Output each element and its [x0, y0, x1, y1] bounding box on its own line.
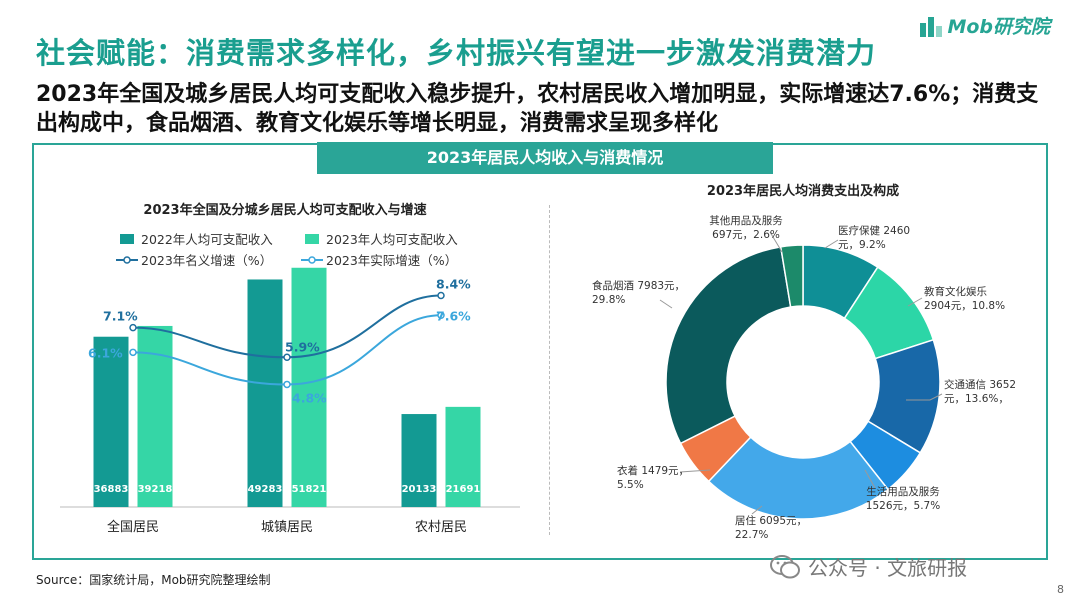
bar-chart-title: 2023年全国及分城乡居民人均可支配收入与增速: [143, 202, 426, 218]
line-point: [129, 323, 137, 332]
legend-marker: [308, 256, 316, 264]
bar: [291, 267, 327, 507]
wechat-watermark: 公众号 · 文旅研报: [770, 552, 967, 581]
slice-label: 生活用品及服务 1526元，5.7%: [866, 485, 940, 512]
legend-label: 2023年实际增速（%）: [326, 253, 457, 268]
donut-chart-title: 2023年居民人均消费支出及构成: [707, 183, 899, 199]
bar-value-label: 36883: [94, 484, 129, 495]
panel-divider: [549, 205, 550, 535]
slice-label: 居住 6095元， 22.7%: [735, 514, 807, 541]
legend-swatch: [120, 234, 134, 244]
line-value-label: 5.9%: [285, 339, 320, 354]
category-label: 城镇居民: [261, 520, 313, 535]
line-value-label: 8.4%: [436, 277, 471, 292]
wechat-text: 公众号 · 文旅研报: [808, 556, 968, 580]
panel-title: 2023年居民人均收入与消费情况: [317, 142, 773, 174]
slice-label: 教育文化娱乐 2904元，10.8%: [924, 285, 1005, 312]
leader-line: [824, 239, 839, 249]
bar: [93, 336, 129, 507]
leader-line: [679, 469, 711, 473]
bar: [401, 414, 437, 507]
line-value-label: 4.8%: [292, 390, 327, 405]
leader-line: [769, 231, 783, 253]
slice-label: 其他用品及服务 697元，2.6%: [709, 214, 783, 241]
bar: [445, 406, 481, 507]
slice-label: 交通通信 3652 元，13.6%，: [944, 378, 1016, 405]
donut-slice: [707, 436, 890, 520]
logo-icon: [920, 16, 943, 37]
legend-marker: [123, 256, 131, 264]
line-point: [283, 353, 291, 362]
page-subtitle: 2023年全国及城乡居民人均可支配收入稳步提升，农村居民收入增加明显，实际增速达…: [36, 82, 1039, 136]
logo: Mob研究院: [919, 12, 1050, 39]
category-label: 农村居民: [415, 520, 467, 535]
bar-value-label: 39218: [138, 484, 173, 495]
legend-label: 2023年人均可支配收入: [326, 232, 458, 247]
line-value-label: 7.1%: [103, 309, 138, 324]
slice-label: 食品烟酒 7983元， 29.8%: [592, 279, 685, 306]
leader-line: [659, 299, 673, 309]
donut-slice: [779, 244, 804, 308]
line-value-label: 6.1%: [88, 345, 123, 360]
bar-value-label: 20133: [402, 484, 437, 495]
legend-swatch: [305, 234, 319, 244]
line-value-label: 7.6%: [436, 308, 471, 323]
leader-line: [906, 393, 943, 401]
category-label: 全国居民: [107, 519, 159, 535]
wechat-icon: [770, 554, 800, 578]
leader-line: [907, 297, 923, 307]
leader-line: [751, 505, 763, 515]
slice-label: 医疗保健 2460 元，9.2%: [838, 224, 910, 251]
slice-label: 衣着 1479元， 5.5%: [617, 464, 689, 491]
page-title: 社会赋能：消费需求多样化，乡村振兴有望进一步激发消费潜力: [36, 36, 877, 70]
source-note: Source：国家统计局，Mob研究院整理绘制: [36, 573, 271, 587]
bar: [247, 279, 283, 507]
line-point: [129, 348, 137, 357]
page-number: 8: [1057, 583, 1064, 596]
logo-text: Mob研究院: [947, 16, 1050, 38]
income-chart: 2023年全国及分城乡居民人均可支配收入与增速 2022年人均可支配收入 2023年…: [60, 202, 520, 535]
leader-line: [864, 469, 876, 489]
line-point: [437, 311, 445, 320]
bar-value-label: 49283: [248, 484, 283, 495]
legend-label: 2022年人均可支配收入: [141, 232, 273, 247]
legend-label: 2023年名义增速（%）: [141, 253, 272, 268]
bar-value-label: 21691: [446, 484, 481, 495]
line-point: [283, 380, 291, 389]
line-point: [437, 291, 445, 300]
bar-value-label: 51821: [292, 484, 327, 495]
donut-slice: [665, 245, 792, 445]
